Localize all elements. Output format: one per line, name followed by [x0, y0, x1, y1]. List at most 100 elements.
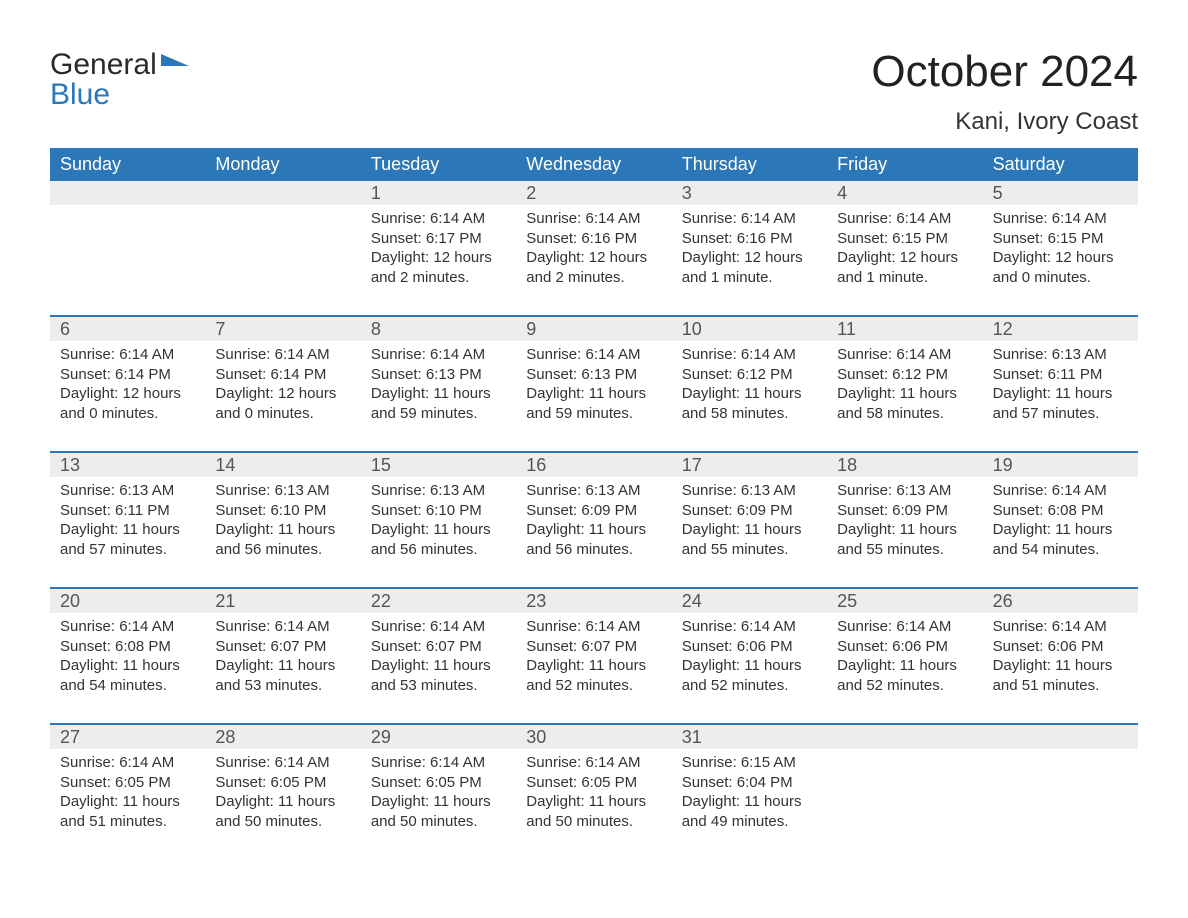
day-number: 30 — [516, 725, 671, 749]
daylight2-text: and 1 minute. — [682, 268, 817, 288]
daylight1-text: Daylight: 11 hours — [526, 792, 661, 812]
sunset-text: Sunset: 6:05 PM — [526, 773, 661, 793]
day-number: 3 — [672, 181, 827, 205]
logo-word-blue: Blue — [50, 78, 110, 111]
daylight1-text: Daylight: 11 hours — [371, 384, 506, 404]
day-cell: Sunrise: 6:14 AMSunset: 6:13 PMDaylight:… — [516, 341, 671, 451]
daylight2-text: and 50 minutes. — [526, 812, 661, 832]
day-cell: Sunrise: 6:13 AMSunset: 6:11 PMDaylight:… — [50, 477, 205, 587]
day-number: 25 — [827, 589, 982, 613]
day-cell: Sunrise: 6:13 AMSunset: 6:11 PMDaylight:… — [983, 341, 1138, 451]
daylight1-text: Daylight: 12 hours — [371, 248, 506, 268]
day-number: 27 — [50, 725, 205, 749]
calendar-week: 2728293031Sunrise: 6:14 AMSunset: 6:05 P… — [50, 723, 1138, 859]
daylight2-text: and 1 minute. — [837, 268, 972, 288]
day-cell: Sunrise: 6:13 AMSunset: 6:09 PMDaylight:… — [827, 477, 982, 587]
day-cell: Sunrise: 6:14 AMSunset: 6:14 PMDaylight:… — [50, 341, 205, 451]
sunrise-text: Sunrise: 6:14 AM — [215, 617, 350, 637]
sunrise-text: Sunrise: 6:14 AM — [60, 617, 195, 637]
sunrise-text: Sunrise: 6:13 AM — [682, 481, 817, 501]
calendar-week: 6789101112Sunrise: 6:14 AMSunset: 6:14 P… — [50, 315, 1138, 451]
daylight1-text: Daylight: 12 hours — [60, 384, 195, 404]
sunset-text: Sunset: 6:09 PM — [526, 501, 661, 521]
daynum-row: 6789101112 — [50, 317, 1138, 341]
daynum-row: 20212223242526 — [50, 589, 1138, 613]
sunset-text: Sunset: 6:17 PM — [371, 229, 506, 249]
sunset-text: Sunset: 6:06 PM — [682, 637, 817, 657]
daylight2-text: and 52 minutes. — [682, 676, 817, 696]
sunset-text: Sunset: 6:16 PM — [682, 229, 817, 249]
day-number: 14 — [205, 453, 360, 477]
daylight1-text: Daylight: 11 hours — [837, 384, 972, 404]
daylight2-text: and 55 minutes. — [837, 540, 972, 560]
day-number: 6 — [50, 317, 205, 341]
daynum-row: 12345 — [50, 181, 1138, 205]
sunset-text: Sunset: 6:15 PM — [837, 229, 972, 249]
logo-word-general: General — [50, 48, 157, 81]
sunset-text: Sunset: 6:09 PM — [682, 501, 817, 521]
day-number: 2 — [516, 181, 671, 205]
daylight1-text: Daylight: 11 hours — [837, 520, 972, 540]
day-cell: Sunrise: 6:13 AMSunset: 6:10 PMDaylight:… — [361, 477, 516, 587]
sunrise-text: Sunrise: 6:14 AM — [682, 617, 817, 637]
sunrise-text: Sunrise: 6:14 AM — [526, 753, 661, 773]
sunset-text: Sunset: 6:12 PM — [682, 365, 817, 385]
sunset-text: Sunset: 6:05 PM — [60, 773, 195, 793]
sunrise-text: Sunrise: 6:14 AM — [215, 345, 350, 365]
day-number: 21 — [205, 589, 360, 613]
daylight2-text: and 56 minutes. — [215, 540, 350, 560]
sunset-text: Sunset: 6:12 PM — [837, 365, 972, 385]
daylight2-text: and 57 minutes. — [993, 404, 1128, 424]
day-cell: Sunrise: 6:14 AMSunset: 6:06 PMDaylight:… — [827, 613, 982, 723]
daylight2-text: and 0 minutes. — [60, 404, 195, 424]
daylight1-text: Daylight: 11 hours — [526, 384, 661, 404]
daylight1-text: Daylight: 11 hours — [215, 520, 350, 540]
day-number: 7 — [205, 317, 360, 341]
day-cell: Sunrise: 6:13 AMSunset: 6:09 PMDaylight:… — [516, 477, 671, 587]
sunset-text: Sunset: 6:11 PM — [60, 501, 195, 521]
daynum-row: 2728293031 — [50, 725, 1138, 749]
calendar-grid: Sunday Monday Tuesday Wednesday Thursday… — [50, 148, 1138, 859]
day-number: 29 — [361, 725, 516, 749]
sunrise-text: Sunrise: 6:14 AM — [837, 345, 972, 365]
daylight1-text: Daylight: 11 hours — [526, 520, 661, 540]
daylight2-text: and 51 minutes. — [993, 676, 1128, 696]
daylight1-text: Daylight: 11 hours — [526, 656, 661, 676]
weeks-container: 12345Sunrise: 6:14 AMSunset: 6:17 PMDayl… — [50, 181, 1138, 859]
daylight1-text: Daylight: 11 hours — [371, 520, 506, 540]
sunset-text: Sunset: 6:15 PM — [993, 229, 1128, 249]
weekday-header: Thursday — [672, 148, 827, 181]
day-number — [205, 181, 360, 205]
day-number: 5 — [983, 181, 1138, 205]
sunset-text: Sunset: 6:10 PM — [371, 501, 506, 521]
sunrise-text: Sunrise: 6:14 AM — [215, 753, 350, 773]
weekday-header: Saturday — [983, 148, 1138, 181]
day-number: 28 — [205, 725, 360, 749]
day-cell: Sunrise: 6:14 AMSunset: 6:16 PMDaylight:… — [516, 205, 671, 315]
sunrise-text: Sunrise: 6:13 AM — [60, 481, 195, 501]
day-number: 20 — [50, 589, 205, 613]
day-cell: Sunrise: 6:14 AMSunset: 6:07 PMDaylight:… — [516, 613, 671, 723]
day-number: 23 — [516, 589, 671, 613]
day-number: 11 — [827, 317, 982, 341]
sunset-text: Sunset: 6:09 PM — [837, 501, 972, 521]
daylight1-text: Daylight: 11 hours — [993, 384, 1128, 404]
sunset-text: Sunset: 6:07 PM — [526, 637, 661, 657]
daylight1-text: Daylight: 11 hours — [371, 792, 506, 812]
daylight2-text: and 49 minutes. — [682, 812, 817, 832]
sunset-text: Sunset: 6:06 PM — [837, 637, 972, 657]
sunrise-text: Sunrise: 6:15 AM — [682, 753, 817, 773]
day-number: 15 — [361, 453, 516, 477]
sunrise-text: Sunrise: 6:13 AM — [371, 481, 506, 501]
sunset-text: Sunset: 6:05 PM — [215, 773, 350, 793]
day-cell: Sunrise: 6:14 AMSunset: 6:15 PMDaylight:… — [983, 205, 1138, 315]
sunrise-text: Sunrise: 6:14 AM — [371, 753, 506, 773]
location-subtitle: Kani, Ivory Coast — [871, 108, 1138, 136]
calendar-week: 13141516171819Sunrise: 6:13 AMSunset: 6:… — [50, 451, 1138, 587]
day-cell: Sunrise: 6:14 AMSunset: 6:17 PMDaylight:… — [361, 205, 516, 315]
day-number: 17 — [672, 453, 827, 477]
sunrise-text: Sunrise: 6:14 AM — [837, 617, 972, 637]
daylight1-text: Daylight: 11 hours — [993, 520, 1128, 540]
day-cell: Sunrise: 6:14 AMSunset: 6:12 PMDaylight:… — [827, 341, 982, 451]
day-cell: Sunrise: 6:14 AMSunset: 6:07 PMDaylight:… — [205, 613, 360, 723]
